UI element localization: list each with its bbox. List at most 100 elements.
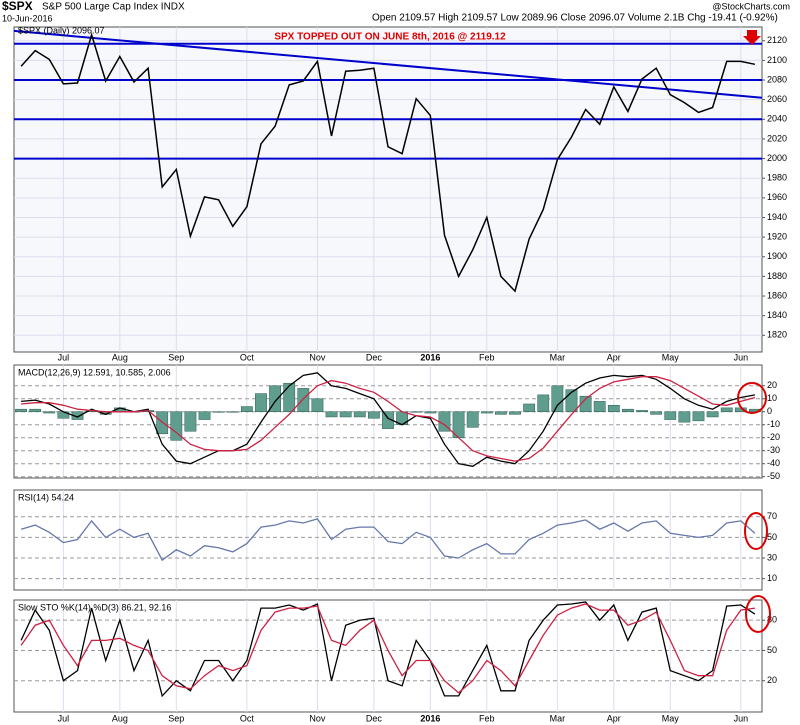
y-tick-label: 2100 bbox=[767, 55, 787, 65]
histogram-bar bbox=[466, 411, 479, 428]
highlight-circle bbox=[744, 512, 768, 550]
x-tick-label: Mar bbox=[550, 713, 566, 723]
series-line bbox=[21, 372, 756, 467]
histogram-bar bbox=[509, 411, 521, 415]
x-tick-label: Apr bbox=[607, 352, 621, 362]
histogram-bar bbox=[212, 411, 225, 413]
y-tick-label: -10 bbox=[767, 419, 780, 429]
panel-title: Slow STO %K(14) %D(3) 86.21, 92.16 bbox=[18, 602, 171, 612]
histogram-bar bbox=[353, 411, 366, 418]
histogram-bar bbox=[367, 411, 380, 419]
y-tick-label: 2000 bbox=[767, 153, 787, 163]
y-tick-label: -50 bbox=[767, 471, 780, 481]
histogram-bar bbox=[636, 410, 648, 413]
quote: Open 2109.57 High 2109.57 Low 2089.96 Cl… bbox=[372, 13, 778, 24]
y-tick-label: 1860 bbox=[767, 290, 787, 300]
histogram-bar bbox=[495, 411, 507, 415]
histogram-bar bbox=[650, 411, 663, 415]
panel-title: RSI(14) 54.24 bbox=[18, 492, 74, 502]
histogram-bar bbox=[339, 411, 352, 418]
x-tick-label: Oct bbox=[240, 713, 255, 723]
series-line bbox=[20, 32, 756, 293]
x-tick-label: Nov bbox=[309, 352, 326, 362]
y-tick-label: 2040 bbox=[767, 114, 787, 124]
y-tick-label: 0 bbox=[767, 406, 772, 416]
annotation: SPX TOPPED OUT ON JUNE 8th, 2016 @ 2119.… bbox=[274, 32, 506, 43]
histogram-bar bbox=[664, 411, 677, 420]
x-tick-label: Jun bbox=[734, 352, 749, 362]
series-line bbox=[20, 601, 756, 698]
histogram-bar bbox=[297, 388, 310, 413]
histogram-bar bbox=[579, 395, 592, 413]
x-tick-label: Apr bbox=[607, 713, 621, 723]
y-tick-label: 1980 bbox=[767, 173, 787, 183]
x-tick-label: Sep bbox=[168, 352, 184, 362]
panel bbox=[13, 489, 763, 591]
histogram-bar bbox=[706, 411, 719, 418]
x-tick-label: May bbox=[662, 713, 680, 723]
highlight-circle bbox=[745, 595, 771, 633]
x-tick-label: Oct bbox=[240, 352, 255, 362]
histogram-bar bbox=[551, 385, 564, 413]
highlight-circle bbox=[737, 382, 767, 414]
x-tick-label: Nov bbox=[309, 713, 326, 723]
x-tick-label: 2016 bbox=[420, 352, 440, 362]
y-tick-label: 50 bbox=[767, 532, 777, 542]
panel bbox=[13, 599, 763, 713]
y-tick-label: 30 bbox=[767, 552, 777, 562]
y-tick-label: 2060 bbox=[767, 94, 787, 104]
x-tick-label: Mar bbox=[550, 352, 566, 362]
histogram-bar bbox=[255, 393, 267, 413]
x-tick-label: Sep bbox=[168, 713, 184, 723]
y-tick-label: 1960 bbox=[767, 192, 787, 202]
x-tick-label: Jul bbox=[58, 352, 70, 362]
x-tick-label: Feb bbox=[479, 713, 495, 723]
histogram-bar bbox=[311, 398, 324, 413]
series-line bbox=[20, 603, 755, 694]
histogram-bar bbox=[325, 411, 338, 418]
x-tick-label: Jul bbox=[58, 713, 70, 723]
histogram-bar bbox=[480, 411, 493, 414]
y-tick-label: 2020 bbox=[767, 133, 787, 143]
source: @StockCharts.com bbox=[712, 1, 790, 11]
y-tick-label: 1840 bbox=[767, 310, 787, 320]
histogram-bar bbox=[593, 401, 606, 413]
y-tick-label: 10 bbox=[767, 573, 777, 583]
y-tick-label: 10 bbox=[767, 393, 777, 403]
symbol: $SPX bbox=[2, 0, 33, 13]
panel bbox=[13, 26, 763, 353]
arrow bbox=[743, 30, 761, 45]
histogram-bar bbox=[678, 411, 691, 423]
y-tick-label: 1900 bbox=[767, 251, 787, 261]
y-tick-label: 1940 bbox=[767, 212, 787, 222]
x-tick-label: 2016 bbox=[420, 713, 440, 723]
y-tick-label: 1820 bbox=[767, 330, 787, 340]
histogram-bar bbox=[607, 405, 620, 413]
x-tick-label: Aug bbox=[112, 352, 128, 362]
date: 10-Jun-2016 bbox=[2, 13, 53, 23]
histogram-bar bbox=[424, 411, 437, 414]
histogram-bar bbox=[720, 407, 733, 413]
histogram-bar bbox=[71, 411, 84, 420]
plot-layer: 1820 1840 1860 1880 1900 1920 1940 1960 1980 2000… bbox=[13, 26, 787, 723]
x-tick-label: Feb bbox=[479, 352, 495, 362]
histogram-bar bbox=[692, 411, 705, 422]
legend-label: $SPX (Daily) 2096.07 bbox=[18, 25, 105, 35]
x-tick-label: Dec bbox=[366, 713, 383, 723]
y-tick-label: 2120 bbox=[767, 35, 787, 45]
histogram-bar bbox=[226, 411, 239, 413]
panel-title: MACD(12,26,9) 12.591, 10.585, 2.006 bbox=[18, 367, 171, 377]
histogram-bar bbox=[43, 411, 56, 414]
histogram-bar bbox=[29, 408, 42, 413]
y-tick-label: 2080 bbox=[767, 74, 787, 84]
histogram-bar bbox=[170, 411, 183, 441]
histogram-bar bbox=[410, 411, 423, 413]
x-tick-label: Jun bbox=[734, 713, 749, 723]
y-tick-label: -40 bbox=[767, 458, 780, 468]
y-tick-label: 1880 bbox=[767, 271, 787, 281]
y-tick-label: 50 bbox=[767, 645, 777, 655]
histogram-bar bbox=[198, 411, 211, 420]
y-tick-label: -20 bbox=[767, 432, 780, 442]
trend-line bbox=[13, 29, 763, 99]
